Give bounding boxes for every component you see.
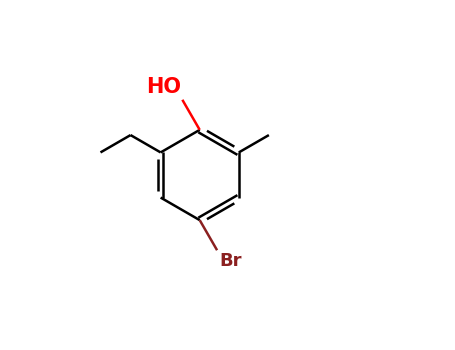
Text: Br: Br xyxy=(220,252,243,270)
Text: HO: HO xyxy=(146,77,181,97)
